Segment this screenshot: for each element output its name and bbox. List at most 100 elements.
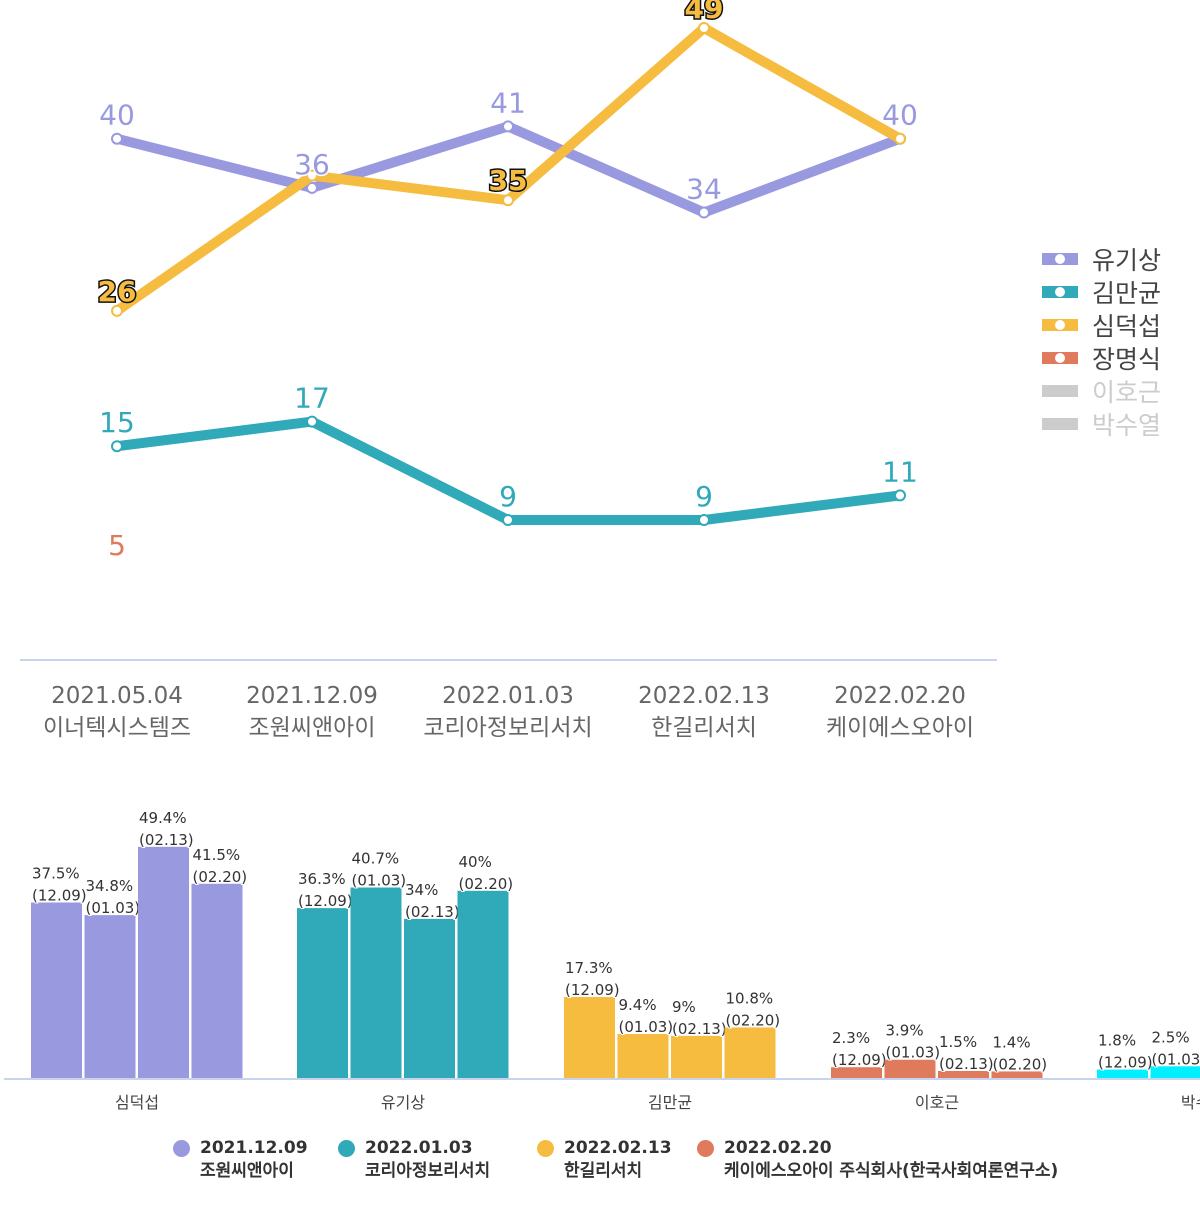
bar-value-label: 49.4% bbox=[139, 809, 187, 827]
x-tick-candidate: 유기상 bbox=[381, 1093, 425, 1112]
bar-legend-item[interactable]: 2021.12.09 조원씨앤아이 bbox=[173, 1137, 308, 1183]
bar-value-label: 37.5% bbox=[32, 865, 80, 883]
bar-value-label: 41.5% bbox=[193, 846, 241, 864]
x-tick-candidate: 김만균 bbox=[648, 1093, 692, 1112]
bar-value-label: 9% bbox=[672, 998, 696, 1016]
data-point bbox=[111, 304, 123, 317]
bar-value-label: 9.4% bbox=[619, 996, 657, 1014]
bar-date-label: (02.20) bbox=[726, 1011, 781, 1029]
bar bbox=[138, 846, 189, 1078]
bar-value-label: 34% bbox=[405, 881, 438, 899]
bar bbox=[884, 1059, 936, 1078]
bar-value-label: 2.5% bbox=[1152, 1028, 1190, 1046]
bar-value-label: 34.8% bbox=[86, 877, 134, 895]
x-tick-candidate: 이호근 bbox=[915, 1093, 959, 1112]
x-tick-candidate: 박수열 bbox=[1181, 1093, 1200, 1112]
bar-legend-label: 2021.12.09 조원씨앤아이 bbox=[200, 1138, 308, 1181]
bar bbox=[457, 890, 509, 1078]
data-point bbox=[502, 514, 514, 526]
legend-item[interactable]: 장명식 bbox=[1042, 341, 1161, 374]
bar-date-label: (12.09) bbox=[832, 1051, 887, 1069]
data-point bbox=[894, 489, 906, 502]
data-label: 40 bbox=[99, 99, 135, 132]
x-tick-candidate: 심덕섭 bbox=[115, 1093, 159, 1112]
data-point bbox=[502, 194, 514, 207]
x-tick-date: 2022.02.20 bbox=[834, 683, 966, 709]
bar-chart: 37.5%(12.09)34.8%(01.03)49.4%(02.13)41.5… bbox=[4, 808, 1200, 1112]
bar-date-label: (12.09) bbox=[32, 887, 87, 905]
bar-legend-item[interactable]: 2022.02.13 한길리서치 bbox=[537, 1137, 672, 1183]
bar bbox=[1150, 1066, 1200, 1078]
legend-dot-icon bbox=[173, 1140, 190, 1157]
legend-item[interactable]: 김만균 bbox=[1042, 275, 1161, 308]
x-tick-pollster: 조원씨앤아이 bbox=[249, 715, 376, 741]
data-point bbox=[698, 22, 710, 34]
bar-value-label: 1.8% bbox=[1098, 1032, 1136, 1050]
bar-date-label: (02.20) bbox=[459, 875, 514, 893]
data-point bbox=[894, 132, 906, 145]
bar bbox=[724, 1027, 776, 1078]
x-tick-date: 2021.05.04 bbox=[51, 683, 183, 709]
data-point bbox=[698, 514, 710, 526]
bar-date-label: (01.03) bbox=[1152, 1050, 1200, 1068]
legend-label: 이호근 bbox=[1092, 377, 1162, 407]
data-point bbox=[502, 120, 514, 133]
bar bbox=[31, 902, 82, 1078]
x-tick-pollster: 한길리서치 bbox=[651, 715, 757, 741]
bar-value-label: 3.9% bbox=[886, 1022, 924, 1040]
data-point bbox=[111, 132, 123, 145]
data-point bbox=[111, 440, 123, 453]
bar-date-label: (12.09) bbox=[1098, 1054, 1153, 1072]
bar-date-label: (01.03) bbox=[86, 899, 141, 917]
legend-item[interactable]: 이호근 bbox=[1042, 374, 1161, 407]
data-label: 34 bbox=[686, 173, 722, 206]
bar-value-label: 17.3% bbox=[565, 959, 613, 977]
data-label: 15 bbox=[99, 406, 135, 439]
bar bbox=[564, 997, 615, 1078]
bar bbox=[84, 915, 136, 1078]
legend-label: 유기상 bbox=[1092, 245, 1162, 275]
data-label: 17 bbox=[294, 382, 330, 415]
x-tick-pollster: 케이에스오아이 bbox=[826, 715, 974, 741]
data-point bbox=[698, 206, 710, 219]
legend-swatch bbox=[1042, 285, 1078, 298]
legend-label: 장명식 bbox=[1092, 344, 1162, 374]
legend-label: 박수열 bbox=[1092, 410, 1162, 440]
bar-date-label: (02.13) bbox=[672, 1020, 727, 1038]
data-label: 41 bbox=[490, 86, 526, 119]
legend-swatch bbox=[1042, 252, 1078, 265]
bar bbox=[297, 908, 348, 1078]
legend-item[interactable]: 심덕섭 bbox=[1042, 308, 1161, 341]
legend-label: 심덕섭 bbox=[1092, 311, 1162, 341]
bar bbox=[404, 918, 455, 1078]
bar-value-label: 2.3% bbox=[832, 1029, 870, 1047]
bar bbox=[831, 1067, 882, 1078]
data-label: 11 bbox=[882, 455, 918, 488]
legend-item[interactable]: 유기상 bbox=[1042, 242, 1161, 275]
bar-value-label: 10.8% bbox=[726, 989, 774, 1007]
bar-date-label: (02.20) bbox=[993, 1055, 1048, 1073]
bar-legend-label: 2022.02.13 한길리서치 bbox=[564, 1138, 672, 1181]
bar-value-label: 40.7% bbox=[352, 850, 400, 868]
data-label: 5 bbox=[108, 529, 126, 562]
bar-date-label: (01.03) bbox=[886, 1044, 941, 1062]
legend-swatch bbox=[1042, 384, 1078, 397]
line-chart: 2021.05.04 이너텍시스템즈 2021.12.09 조원씨앤아이 2022.01… bbox=[20, 0, 997, 741]
bar bbox=[991, 1071, 1043, 1078]
legend-dot-icon bbox=[338, 1140, 355, 1157]
legend-item[interactable]: 박수열 bbox=[1042, 407, 1161, 440]
legend-label: 김만균 bbox=[1092, 278, 1162, 308]
data-label: 35 bbox=[489, 164, 528, 197]
bar-date-label: (02.13) bbox=[939, 1055, 994, 1073]
bar-date-label: (12.09) bbox=[565, 981, 620, 999]
bar-legend-item[interactable]: 2022.01.03 코리아정보리서치 bbox=[338, 1137, 490, 1183]
x-tick-pollster: 코리아정보리서치 bbox=[423, 715, 592, 741]
x-tick-date: 2021.12.09 bbox=[246, 683, 378, 709]
x-tick-pollster: 이너텍시스템즈 bbox=[43, 715, 191, 741]
data-label: 36 bbox=[294, 148, 330, 181]
bar-date-label: (02.20) bbox=[193, 868, 248, 886]
bar-legend-item[interactable]: 2022.02.20 케이에스오아이 주식회사(한국사회여론연구소) bbox=[697, 1137, 1058, 1183]
data-point bbox=[306, 415, 318, 428]
bar bbox=[191, 883, 243, 1078]
bar-date-label: (02.13) bbox=[405, 903, 460, 921]
